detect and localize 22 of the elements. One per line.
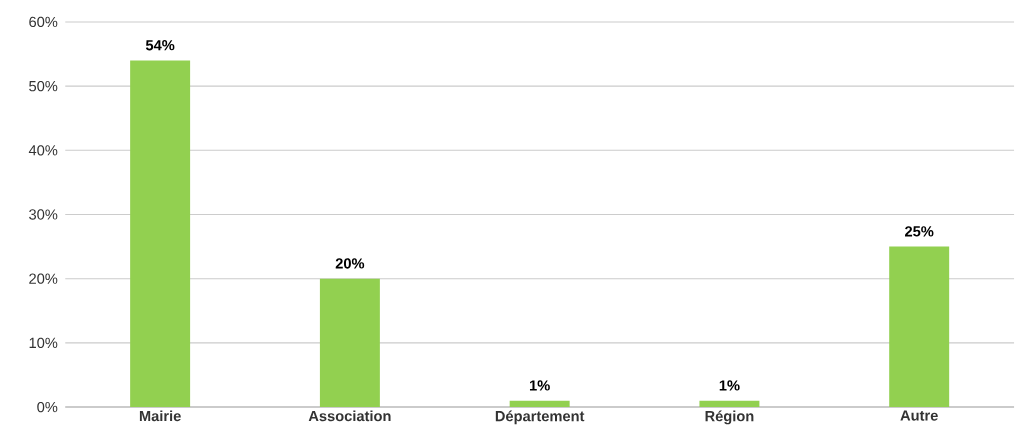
data-label: 20% [335, 258, 365, 269]
bar [319, 278, 380, 407]
bar [509, 400, 570, 407]
y-tick-label: 50% [29, 80, 58, 92]
bar [130, 60, 191, 407]
y-tick-label: 60% [29, 16, 58, 27]
y-tick-label: 20% [29, 273, 58, 284]
x-tick-label: Région [705, 410, 754, 425]
data-label: 1% [529, 380, 550, 391]
x-tick-label: Association [308, 410, 391, 422]
y-tick-label: 0% [37, 401, 58, 413]
x-tick-label: Autre [900, 410, 938, 421]
bar [699, 400, 760, 407]
y-tick-label: 10% [29, 337, 58, 348]
data-label: 1% [719, 380, 740, 391]
bar [889, 246, 950, 407]
x-tick-label: Département [495, 410, 585, 425]
y-tick-label: 30% [29, 209, 58, 220]
data-label: 25% [905, 226, 934, 237]
x-tick-label: Mairie [139, 410, 181, 422]
y-tick-label: 40% [28, 144, 58, 156]
data-label: 54% [145, 39, 175, 51]
